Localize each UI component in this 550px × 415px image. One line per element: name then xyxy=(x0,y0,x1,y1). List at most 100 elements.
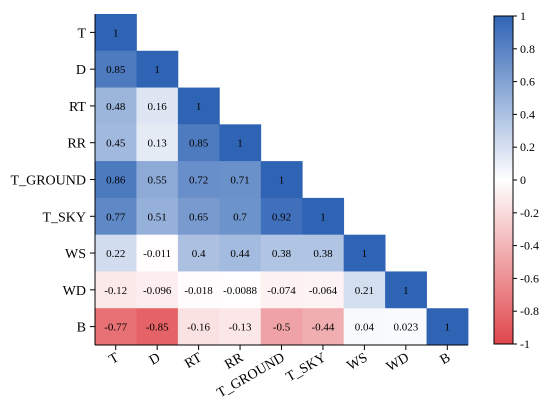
y-tick-label-D: D xyxy=(76,63,86,78)
cell-value-T_GROUND-T: 0.86 xyxy=(106,175,126,187)
heatmap-cells xyxy=(95,14,469,346)
cell-value-D-T: 0.85 xyxy=(106,64,126,76)
y-tick-label-WD: WD xyxy=(63,284,86,299)
colorbar-gradient xyxy=(493,15,514,345)
cell-value-WD-T: -0.12 xyxy=(104,285,127,297)
cell-value-WD-RT: -0.018 xyxy=(184,285,213,297)
cell-value-T_SKY-RT: 0.65 xyxy=(189,211,209,223)
heatmap-cell-RT-T xyxy=(95,87,137,125)
heatmap-cell-WS-WS xyxy=(343,234,386,272)
heatmap-cell-T_SKY-RR xyxy=(219,197,262,236)
heatmap-cell-D-T xyxy=(95,50,137,88)
cell-value-T_GROUND-D: 0.55 xyxy=(148,175,168,187)
y-tick-label-T: T xyxy=(77,26,86,41)
cell-value-B-T_GROUND: -0.5 xyxy=(273,322,291,334)
heatmap-cell-T_SKY-T xyxy=(95,197,137,236)
heatmap-cell-T_GROUND-T_GROUND xyxy=(260,161,303,199)
heatmap-cell-B-D xyxy=(136,308,179,346)
cell-value-T_GROUND-T_GROUND: 1 xyxy=(279,175,285,187)
cell-value-RR-RT: 0.85 xyxy=(189,138,209,150)
heatmap-cell-T_GROUND-RT xyxy=(177,161,220,199)
x-tick-label-WD: WD xyxy=(384,350,412,375)
cell-value-RR-T: 0.45 xyxy=(106,138,126,150)
y-tick-label-RR: RR xyxy=(67,137,86,152)
heatmap-cell-RR-RR xyxy=(219,124,262,162)
colorbar-ticks: 1 0.8 0.6 0.4 0.2 0 -0.2 -0.4 -0.6 -0.8 -1 xyxy=(513,9,539,351)
cell-value-RT-RT: 1 xyxy=(196,101,202,113)
cell-value-WS-D: -0.011 xyxy=(143,248,171,260)
heatmap-cell-B-T_GROUND xyxy=(260,308,303,346)
heatmap-cell-T_SKY-T_GROUND xyxy=(260,197,303,236)
heatmap-cell-B-RR xyxy=(219,308,262,346)
heatmap-cell-RT-RT xyxy=(177,87,220,125)
cell-value-D-D: 1 xyxy=(154,64,160,76)
heatmap-cell-RT-D xyxy=(136,87,179,125)
heatmap-cell-B-B xyxy=(426,308,469,346)
heatmap-cell-RR-RT xyxy=(177,124,220,162)
cell-value-WD-WD: 1 xyxy=(403,285,409,297)
cell-value-T-T: 1 xyxy=(113,27,119,39)
heatmap-cell-WD-WD xyxy=(385,271,427,309)
x-tick-label-RT: RT xyxy=(182,350,205,372)
cell-value-B-T_SKY: -0.44 xyxy=(311,322,334,334)
heatmap-cell-D-D xyxy=(136,50,179,88)
heatmap-cell-WS-RR xyxy=(219,234,262,272)
cell-value-WS-T_SKY: 0.38 xyxy=(313,248,333,260)
heatmap-cell-WD-T_GROUND xyxy=(260,271,303,309)
heatmap-cell-WS-T_SKY xyxy=(302,234,345,272)
heatmap-cell-RR-D xyxy=(136,124,179,162)
heatmap-cell-labels: 1 0.85 1 0.48 0.16 1 0.45 0.13 0.85 1 0.86 0.55 0.72… xyxy=(104,27,450,333)
heatmap-cell-B-T_SKY xyxy=(302,308,345,346)
cell-value-T_SKY-T_SKY: 1 xyxy=(320,211,326,223)
colorbar-tick-label: -0.6 xyxy=(520,271,539,285)
cell-value-RR-D: 0.13 xyxy=(148,138,168,150)
heatmap-cell-T_SKY-T_SKY xyxy=(302,197,345,236)
y-tick-label-RT: RT xyxy=(69,100,86,115)
cell-value-T_SKY-RR: 0.7 xyxy=(233,211,247,223)
colorbar-tick-label: 0 xyxy=(520,173,526,187)
cell-value-B-WD: 0.023 xyxy=(393,322,418,334)
heatmap-cell-WS-RT xyxy=(177,234,220,272)
heatmap-cell-RR-T xyxy=(95,124,137,162)
cell-value-WD-T_GROUND: -0.074 xyxy=(267,285,296,297)
colorbar-tick-label: 0.4 xyxy=(520,107,535,121)
colorbar-tick-label: -1 xyxy=(520,337,530,351)
cell-value-WD-T_SKY: -0.064 xyxy=(309,285,338,297)
heatmap-cell-WS-T_GROUND xyxy=(260,234,303,272)
cell-value-T_GROUND-RT: 0.72 xyxy=(189,175,208,187)
x-tick-label-T: T xyxy=(107,350,122,367)
heatmap-cell-B-WS xyxy=(343,308,386,346)
colorbar-tick-label: 0.6 xyxy=(520,75,535,89)
cell-value-WD-D: -0.096 xyxy=(143,285,172,297)
colorbar-tick-label: 0.2 xyxy=(520,140,535,154)
heatmap-cell-B-WD xyxy=(385,308,427,346)
cell-value-RT-T: 0.48 xyxy=(106,101,126,113)
cell-value-RT-D: 0.16 xyxy=(148,101,168,113)
cell-value-WS-WS: 1 xyxy=(362,248,368,260)
heatmap-cell-T_SKY-D xyxy=(136,197,179,236)
heatmap-cell-WD-D xyxy=(136,271,179,309)
x-tick-label-T_SKY: T_SKY xyxy=(284,350,329,385)
cell-value-WD-RR: -0.0088 xyxy=(223,285,257,297)
cell-value-B-RT: -0.16 xyxy=(187,322,210,334)
cell-value-WD-WS: 0.21 xyxy=(355,285,374,297)
cell-value-WS-RT: 0.4 xyxy=(192,248,206,260)
heatmap-cell-WD-T xyxy=(95,271,137,309)
y-tick-label-T_SKY: T_SKY xyxy=(42,210,86,225)
cell-value-T_GROUND-RR: 0.71 xyxy=(230,175,249,187)
colorbar-tick-label: -0.4 xyxy=(520,239,539,253)
heatmap-cell-B-T xyxy=(95,308,137,346)
colorbar-tick-label: -0.8 xyxy=(520,304,539,318)
x-tick-label-D: D xyxy=(147,350,163,368)
colorbar: 1 0.8 0.6 0.4 0.2 0 -0.2 -0.4 -0.6 -0.8 -1 xyxy=(493,9,539,351)
cell-value-RR-RR: 1 xyxy=(237,138,243,150)
heatmap-cell-T_GROUND-T xyxy=(95,161,137,199)
x-tick-label-WS: WS xyxy=(345,350,371,373)
heatmap-cell-WD-RT xyxy=(177,271,220,309)
heatmap-cell-T-T xyxy=(95,14,137,52)
cell-value-T_SKY-T: 0.77 xyxy=(106,211,126,223)
cell-value-B-T: -0.77 xyxy=(104,322,127,334)
cell-value-T_SKY-D: 0.51 xyxy=(148,211,167,223)
